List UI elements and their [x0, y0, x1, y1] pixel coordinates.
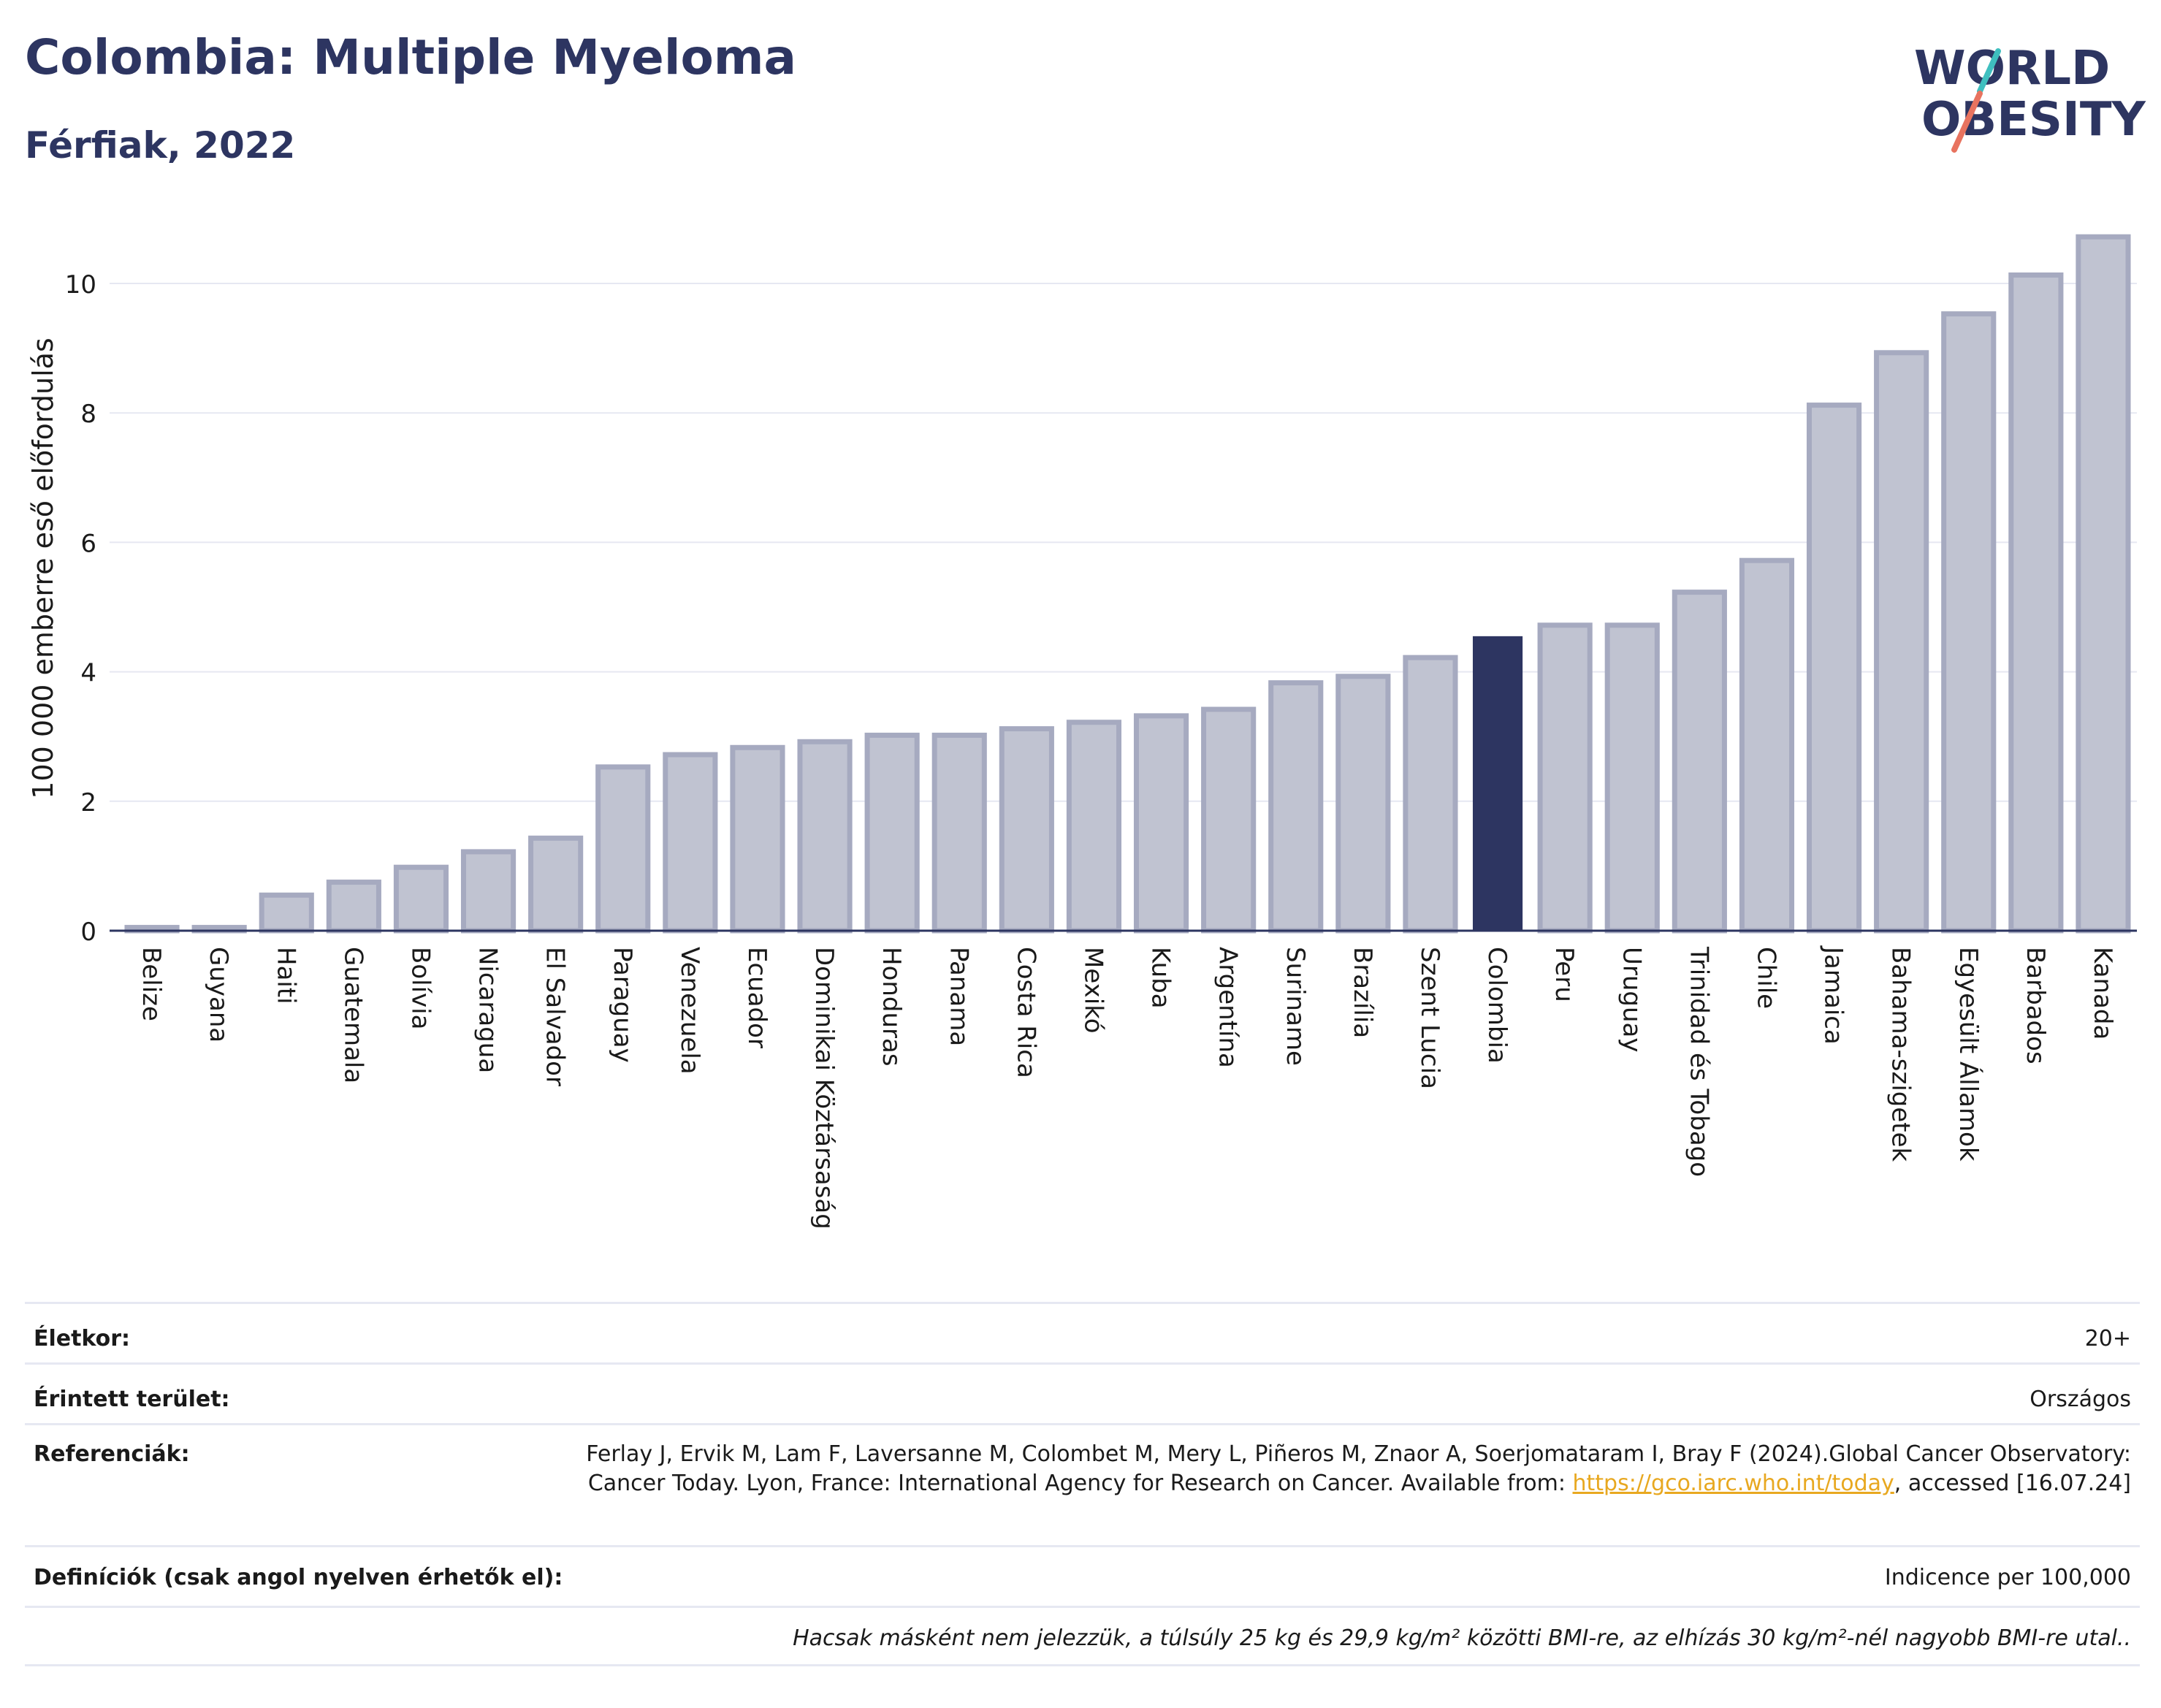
logo-word-world: WORLD — [1914, 42, 2110, 96]
x-tick-label: Argentína — [1213, 947, 1243, 1068]
footnote-text: Hacsak másként nem jelezzük, a túlsúly 2… — [793, 1625, 2131, 1651]
bar-kuba — [1133, 713, 1189, 934]
x-tick-label: Guatemala — [338, 947, 367, 1083]
y-tick-label: 8 — [80, 400, 96, 429]
bar-mexik- — [1066, 720, 1122, 934]
bar-honduras — [864, 732, 920, 934]
bar-barbados — [2008, 272, 2064, 934]
bar-szent-lucia — [1403, 655, 1458, 934]
bar-colombia — [1472, 636, 1523, 931]
references-text-1: Ferlay J, Ervik M, Lam F, Laversanne M, … — [586, 1441, 2131, 1496]
meta-row-references: Referenciák: Ferlay J, Ervik M, Lam F, L… — [25, 1423, 2140, 1545]
x-tick-label: Ecuador — [742, 947, 771, 1048]
x-tick-label: Uruguay — [1617, 947, 1646, 1053]
bar-bol-via — [393, 864, 449, 934]
x-tick-label: Egyesült Államok — [1954, 947, 1983, 1162]
y-tick-label: 2 — [80, 788, 96, 817]
x-tick-label: Peru — [1550, 947, 1579, 1002]
bar-nicaragua — [460, 849, 517, 934]
area-label: Érintett terület: — [34, 1387, 230, 1412]
age-label: Életkor: — [34, 1326, 131, 1351]
references-link[interactable]: https://gco.iarc.who.int/today — [1572, 1471, 1894, 1496]
axes: 0 2 4 6 8 10 Belize Guyana Haiti Guatemala Bolívia… — [65, 270, 2137, 1229]
x-tick-label: Venezuela — [675, 947, 704, 1075]
y-tick-label: 10 — [65, 270, 96, 300]
meta-row-age: Életkor: 20+ — [25, 1302, 2140, 1362]
x-tick-label: Colombia — [1482, 947, 1512, 1064]
y-tick-label: 4 — [80, 659, 96, 688]
references-text-2: , accessed [16.07.24] — [1894, 1471, 2131, 1496]
x-tick-label: Nicaragua — [473, 947, 503, 1073]
x-tick-label: Brazília — [1348, 947, 1377, 1038]
bar-jamaica — [1806, 403, 1862, 934]
x-tick-label: Guyana — [204, 947, 233, 1042]
bar-chart: 0 2 4 6 8 10 Belize Guyana Haiti Guatemala Bolívia… — [27, 234, 2137, 1229]
world-obesity-logo: WORLD OBESITY — [1914, 42, 2146, 153]
chart-title: Colombia: Multiple Myeloma — [25, 29, 797, 85]
x-tick-label: Dominikai Köztársaság — [809, 947, 839, 1229]
bar-uruguay — [1604, 622, 1660, 934]
x-tick-label: Jamaica — [1819, 945, 1848, 1045]
x-tick-label: Trinidad és Tobago — [1684, 946, 1713, 1177]
meta-row-footnote: Hacsak másként nem jelezzük, a túlsúly 2… — [25, 1606, 2140, 1666]
bar-peru — [1537, 622, 1593, 934]
bar-el-salvador — [528, 835, 584, 934]
x-tick-label: Bahama-szigetek — [1886, 947, 1916, 1162]
bar-ecuador — [730, 744, 785, 934]
x-tick-label: Belize — [137, 947, 166, 1021]
x-tick-label: Kuba — [1146, 947, 1175, 1009]
meta-row-area: Érintett terület: Országos — [25, 1362, 2140, 1423]
x-tick-label: Paraguay — [608, 947, 637, 1063]
bar-trinidad-s-tobago — [1672, 590, 1727, 934]
bar-suriname — [1268, 680, 1324, 934]
logo-slash-teal — [1977, 48, 2001, 94]
x-tick-label: Panama — [944, 947, 973, 1046]
grid-lines — [110, 283, 2137, 802]
bar-haiti — [259, 892, 314, 934]
x-tick-label: Chile — [1751, 947, 1780, 1009]
area-value: Országos — [2029, 1387, 2131, 1412]
y-axis-label: 100 000 emberre eső előfordulás — [27, 338, 59, 798]
meta-row-definitions: Definíciók (csak angol nyelven érhetők e… — [25, 1545, 2140, 1606]
bar-braz-lia — [1335, 674, 1391, 934]
x-tick-label: Suriname — [1281, 947, 1310, 1066]
x-tick-label: El Salvador — [541, 947, 570, 1086]
bars — [124, 234, 2131, 934]
x-tick-label: Mexikó — [1078, 947, 1108, 1034]
bar-bahama-szigetek — [1874, 350, 1929, 934]
definitions-label: Definíciók (csak angol nyelven érhetők e… — [34, 1565, 563, 1590]
logo-slash-coral — [1951, 91, 1983, 153]
x-tick-label: Costa Rica — [1011, 947, 1040, 1078]
definitions-value: Indicence per 100,000 — [1884, 1565, 2131, 1590]
bar-panama — [931, 732, 987, 934]
x-tick-label: Kanada — [2088, 947, 2117, 1040]
metadata-table: Életkor: 20+ Érintett terület: Országos … — [25, 1302, 2140, 1666]
x-tick-label: Barbados — [2021, 947, 2050, 1064]
y-tick-label: 6 — [80, 529, 96, 558]
references-label: Referenciák: — [34, 1441, 190, 1467]
bar-guatemala — [326, 880, 381, 934]
x-tick-label: Haiti — [271, 947, 300, 1004]
y-tick-label: 0 — [80, 918, 96, 947]
x-tick-label: Szent Lucia — [1415, 947, 1444, 1089]
x-tick-label: Bolívia — [405, 947, 435, 1029]
bar-chile — [1739, 557, 1795, 934]
age-value: 20+ — [2084, 1326, 2131, 1351]
chart-subtitle: Férfiak, 2022 — [25, 124, 296, 167]
bar-dominikai-k-zt-rsas-g — [797, 739, 853, 934]
bar-egyes-lt-llamok — [1941, 311, 1997, 934]
bar-argent-na — [1201, 706, 1257, 934]
bar-venezuela — [663, 752, 718, 934]
bar-costa-rica — [999, 726, 1054, 934]
references-value: Ferlay J, Ervik M, Lam F, Laversanne M, … — [524, 1440, 2140, 1498]
x-tick-label: Honduras — [877, 947, 906, 1067]
bar-kanada — [2076, 234, 2131, 934]
bar-paraguay — [595, 764, 651, 934]
